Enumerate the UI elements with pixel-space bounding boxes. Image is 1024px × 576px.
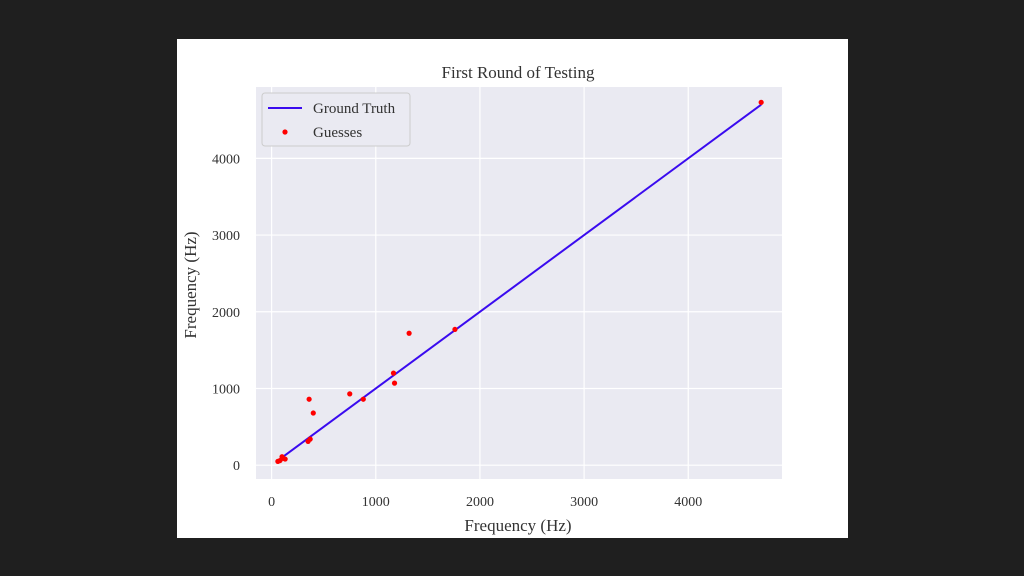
guess-point — [390, 370, 397, 376]
guess-point — [758, 99, 764, 105]
legend: Ground Truth Guesses — [261, 92, 411, 147]
legend-label-guesses: Guesses — [313, 125, 362, 141]
x-tick-label: 1000 — [362, 495, 390, 510]
y-tick-label: 3000 — [212, 229, 240, 244]
legend-label-ground-truth: Ground Truth — [313, 101, 396, 117]
y-tick-label: 1000 — [212, 382, 240, 397]
guess-point — [391, 380, 398, 386]
y-axis-label: Frequency (Hz) — [181, 231, 200, 338]
x-tick-label: 4000 — [674, 495, 702, 510]
chart-figure: 0 1000 2000 3000 4000 0 1000 2000 3000 4000 Firs… — [177, 39, 848, 538]
guess-point — [347, 391, 353, 397]
x-tick-label: 2000 — [466, 495, 494, 510]
x-axis-label: Frequency (Hz) — [464, 516, 571, 535]
guess-point — [406, 330, 412, 336]
ground-truth-line — [277, 103, 762, 462]
x-axis-ticks: 0 1000 2000 3000 4000 — [268, 495, 702, 510]
y-tick-label: 4000 — [212, 152, 240, 167]
guess-point — [307, 436, 313, 442]
x-tick-label: 0 — [268, 495, 275, 510]
x-tick-label: 3000 — [570, 495, 598, 510]
guess-point — [306, 396, 312, 402]
legend-swatch-guesses — [282, 129, 288, 135]
data-marks — [275, 99, 764, 464]
guess-point — [282, 456, 288, 462]
y-tick-label: 0 — [233, 459, 240, 474]
scatter-chart: 0 1000 2000 3000 4000 0 1000 2000 3000 4000 Firs… — [181, 63, 782, 535]
grid-lines — [256, 87, 782, 479]
y-axis-ticks: 0 1000 2000 3000 4000 — [212, 152, 240, 474]
guess-point — [310, 410, 316, 416]
legend-box — [261, 92, 411, 147]
y-tick-label: 2000 — [212, 306, 240, 321]
guess-point — [452, 326, 458, 333]
chart-title: First Round of Testing — [442, 63, 595, 82]
guess-point — [360, 396, 366, 402]
